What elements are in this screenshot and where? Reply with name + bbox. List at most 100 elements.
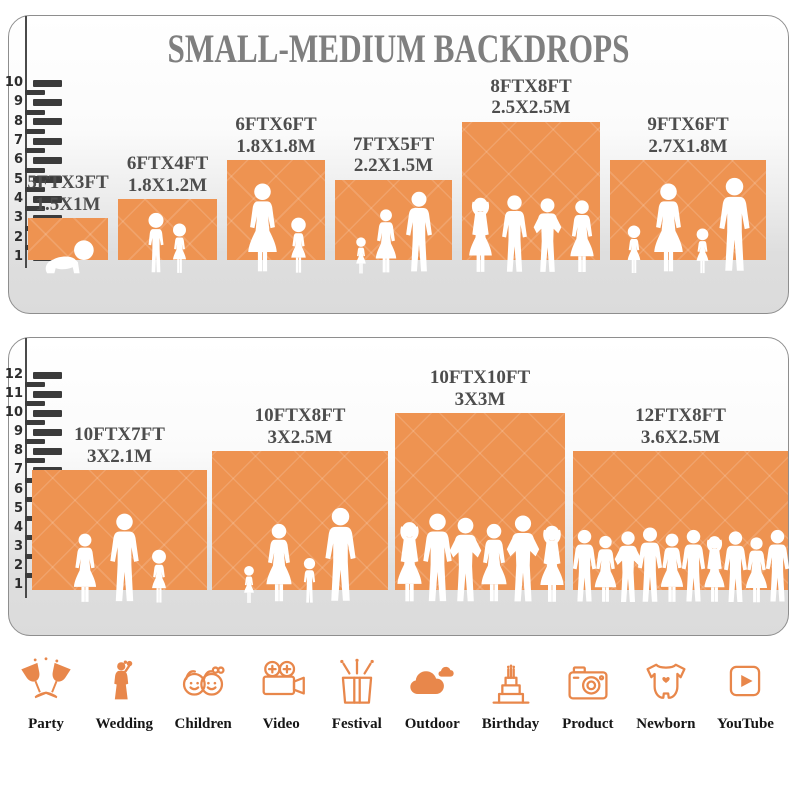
woman-silhouette xyxy=(70,533,100,605)
bar-size-meters: 3X3M xyxy=(454,388,506,410)
bar-size-feet: 10FTX10FT xyxy=(429,367,531,389)
people-silhouette-group xyxy=(227,183,325,275)
axis-number: 9 xyxy=(13,94,23,110)
axis-number: 5 xyxy=(13,500,23,516)
people-silhouette-group xyxy=(212,507,388,605)
man-silhouette xyxy=(404,191,434,275)
axis-number: 3 xyxy=(13,210,23,226)
bar-size-feet: 7FTX5FT xyxy=(352,133,435,155)
bar-size-meters: 3X2.5M xyxy=(267,426,333,448)
bar-size-label: 10FTX10FT 3X3M xyxy=(430,367,530,410)
axis-tick-minor xyxy=(25,148,45,154)
axis-number: 3 xyxy=(13,538,23,554)
woman-silhouette xyxy=(566,200,598,275)
axis-tick-major xyxy=(33,390,62,398)
girl-silhouette xyxy=(242,565,256,605)
girl-silhouette xyxy=(694,228,711,275)
category-label: Party xyxy=(28,716,64,732)
small-medium-backdrops-panel: SMALL-MEDIUM BACKDROPS 1 2 3 4 5 6 7 8 9 10 5FTX3F… xyxy=(5,15,789,314)
girl-silhouette xyxy=(354,237,368,275)
people-silhouette-group xyxy=(118,212,217,275)
bar-size-label: 10FTX7FT 3X2.1M xyxy=(74,424,165,467)
axis-tick-minor xyxy=(25,90,45,96)
bar-size-label: 10FTX8FT 3X2.5M xyxy=(255,405,346,448)
category-party: Party xyxy=(18,652,74,762)
axis-tick-major xyxy=(33,447,62,455)
axis-number: 7 xyxy=(13,133,23,149)
axis-line xyxy=(25,338,27,598)
boy-silhouette xyxy=(302,557,317,605)
category-label: Birthday xyxy=(481,716,540,732)
axis-tick-minor xyxy=(25,439,45,445)
axis-number: 2 xyxy=(13,557,23,573)
category-label: Newborn xyxy=(636,716,696,732)
bar-size-meters: 3X2.1M xyxy=(87,445,152,467)
video-icon xyxy=(253,652,309,710)
girl-silhouette xyxy=(170,223,189,275)
axis-tick-major xyxy=(33,156,62,164)
girl-silhouette xyxy=(149,549,169,605)
man2-silhouette xyxy=(532,198,563,275)
axis-tick-minor xyxy=(25,458,45,464)
wedding-icon xyxy=(102,652,146,710)
category-video: Video xyxy=(253,652,309,762)
man-silhouette xyxy=(717,177,752,275)
axis-tick-major xyxy=(33,409,62,417)
man-silhouette xyxy=(323,507,358,605)
axis-number: 1 xyxy=(13,249,23,264)
axis-tick-minor xyxy=(25,128,45,134)
axis-tick-major xyxy=(33,137,62,145)
bar-size-feet: 10FTX7FT xyxy=(74,424,165,446)
axis-number: 1 xyxy=(13,577,23,592)
category-label: Wedding xyxy=(95,716,154,732)
axis-number: 7 xyxy=(13,462,23,478)
bar-size-label: 6FTX4FT 1.8X1.2M xyxy=(127,153,208,196)
category-youtube: YouTube xyxy=(717,652,774,762)
axis-tick-minor xyxy=(25,167,45,173)
axis-tick-minor xyxy=(25,420,45,426)
axis-number: 6 xyxy=(13,481,23,497)
bar-size-label: 9FTX6FT 2.7X1.8M xyxy=(647,114,728,157)
people-silhouette-group xyxy=(573,527,788,605)
man-silhouette xyxy=(764,529,791,605)
page-title: SMALL-MEDIUM BACKDROPS xyxy=(167,26,630,71)
axis-tick-minor xyxy=(25,109,45,115)
category-product: Product xyxy=(561,652,615,762)
product-icon xyxy=(561,652,615,710)
birthday-icon xyxy=(485,652,537,710)
category-label: Product xyxy=(562,716,614,732)
axis-tick-major xyxy=(33,371,62,379)
axis-tick-minor xyxy=(25,401,45,407)
festival-icon xyxy=(331,652,383,710)
axis-number: 4 xyxy=(13,191,23,206)
youtube-icon xyxy=(719,652,771,710)
boy-silhouette xyxy=(146,212,166,275)
axis-number: 8 xyxy=(13,443,23,459)
bar-size-meters: 1.5X1M xyxy=(35,193,101,215)
bar-size-feet: 6FTX4FT xyxy=(126,153,209,174)
axis-number: 2 xyxy=(13,229,23,245)
bar-size-feet: 9FTX6FT xyxy=(647,114,729,136)
woman-silhouette xyxy=(243,183,282,275)
bar-size-label: 8FTX8FT 2.5X2.5M xyxy=(490,76,571,119)
axis-number: 4 xyxy=(13,519,23,535)
axis-number: 8 xyxy=(13,113,23,129)
woman-silhouette xyxy=(372,209,400,275)
axis-tick-major xyxy=(33,195,62,203)
axis-tick-major xyxy=(33,79,62,87)
man-silhouette xyxy=(108,513,141,605)
category-label: Outdoor xyxy=(404,716,460,732)
axis-number: 6 xyxy=(13,152,23,168)
bar-size-feet: 8FTX8FT xyxy=(490,75,572,97)
axis-number: 9 xyxy=(13,424,23,440)
backdrop-bar-5ftx3ft xyxy=(28,218,108,260)
people-silhouette-group xyxy=(28,239,108,275)
backdrop-bar-10ftx8ft xyxy=(212,451,388,590)
category-outdoor: Outdoor xyxy=(404,652,460,762)
bar-size-meters: 2.2X1.5M xyxy=(353,155,434,177)
backdrop-bar-7ftx5ft xyxy=(335,179,452,260)
axis-tick-major xyxy=(33,176,62,184)
category-newborn: Newborn xyxy=(636,652,695,762)
axis-tick-major xyxy=(33,98,62,106)
bar-size-feet: 6FTX6FT xyxy=(235,114,317,136)
